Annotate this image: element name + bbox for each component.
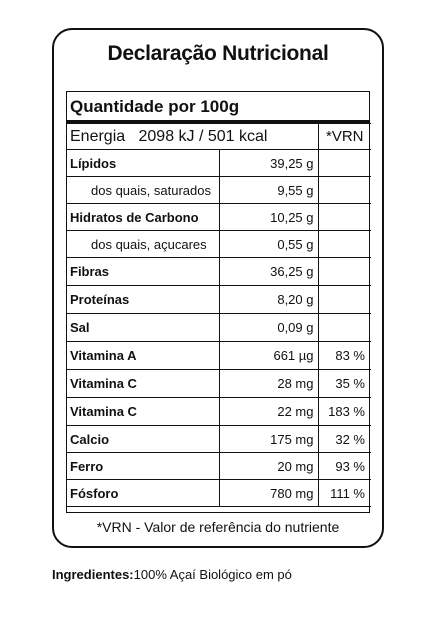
nutrient-vrn — [317, 176, 371, 204]
nutrient-row: Sal 0,09 g — [67, 313, 371, 342]
nutrient-vrn — [317, 285, 371, 314]
nutrition-table-body: Energia 2098 kJ / 501 kcal *VRN Lípidos 3… — [67, 123, 371, 507]
nutrient-value: 39,25 g — [218, 149, 318, 177]
nutrient-row: Lípidos 39,25 g — [67, 149, 371, 177]
nutrition-panel: Quantidade por 100g Energia 2098 kJ / 50… — [66, 91, 371, 513]
vrn-footnote: *VRN - Valor de referência do nutriente — [96, 519, 340, 535]
nutrient-value: 20 mg — [218, 452, 318, 480]
energy-value: 2098 kJ / 501 kcal — [138, 127, 268, 145]
nutrient-value: 0,55 g — [218, 230, 318, 258]
energy-row: Energia 2098 kJ / 501 kcal *VRN — [67, 123, 371, 150]
nutrient-vrn: 32 % — [317, 425, 371, 453]
nutrient-value: 780 mg — [218, 479, 318, 507]
vrn-header: *VRN — [317, 123, 371, 150]
nutrient-name: Ferro — [67, 452, 219, 480]
nutrient-vrn: 93 % — [317, 452, 371, 480]
nutrient-vrn: 35 % — [317, 369, 371, 398]
nutrient-row: Vitamina C 28 mg 35 % — [67, 369, 371, 398]
nutrition-label: Declaração Nutricional Quantidade por 10… — [52, 28, 384, 548]
nutrient-name: dos quais, saturados — [67, 176, 219, 204]
nutrient-value: 8,20 g — [218, 285, 318, 314]
nutrient-value: 9,55 g — [218, 176, 318, 204]
nutrient-row: Hidratos de Carbono 10,25 g — [67, 203, 371, 231]
ingredients-text: 100% Açaí Biológico em pó — [133, 567, 292, 582]
nutrient-vrn — [317, 313, 371, 342]
nutrient-value: 10,25 g — [218, 203, 318, 231]
nutrient-row: Fósforo 780 mg 111 % — [67, 479, 371, 507]
nutrient-row: Ferro 20 mg 93 % — [67, 452, 371, 480]
nutrient-name: Calcio — [67, 425, 219, 453]
nutrient-value: 0,09 g — [218, 313, 318, 342]
nutrient-vrn: 111 % — [317, 479, 371, 507]
nutrient-name: Vitamina A — [67, 341, 219, 370]
nutrient-row: Proteínas 8,20 g — [67, 285, 371, 314]
nutrient-row: Vitamina C 22 mg 183 % — [67, 397, 371, 426]
nutrient-name: Proteínas — [67, 285, 219, 314]
nutrient-name: Vitamina C — [67, 369, 219, 398]
quantity-header: Quantidade por 100g — [67, 92, 369, 123]
nutrient-row: Vitamina A 661 µg 83 % — [67, 341, 371, 370]
nutrient-value: 661 µg — [218, 341, 318, 370]
nutrient-row: dos quais, açucares 0,55 g — [67, 230, 371, 258]
energy-cell: Energia 2098 kJ / 501 kcal — [67, 123, 318, 150]
nutrient-vrn: 183 % — [317, 397, 371, 426]
nutrient-name: Fósforo — [67, 479, 219, 507]
energy-label: Energia — [70, 127, 126, 145]
nutrient-name: Lípidos — [67, 149, 219, 177]
nutrient-vrn — [317, 230, 371, 258]
nutrient-value: 28 mg — [218, 369, 318, 398]
nutrient-name: Hidratos de Carbono — [67, 203, 219, 231]
nutrient-value: 36,25 g — [218, 257, 318, 286]
nutrient-value: 22 mg — [218, 397, 318, 426]
label-title: Declaração Nutricional — [107, 42, 329, 65]
ingredients-label: Ingredientes: — [52, 567, 134, 582]
nutrient-name: Vitamina C — [67, 397, 219, 426]
ingredients-line: Ingredientes:100% Açaí Biológico em pó — [52, 567, 292, 582]
nutrient-value: 175 mg — [218, 425, 318, 453]
nutrient-vrn: 83 % — [317, 341, 371, 370]
nutrient-name: dos quais, açucares — [67, 230, 219, 258]
nutrient-name: Sal — [67, 313, 219, 342]
nutrient-vrn — [317, 257, 371, 286]
nutrient-vrn — [317, 203, 371, 231]
nutrient-row: Fibras 36,25 g — [67, 257, 371, 286]
nutrient-row: Calcio 175 mg 32 % — [67, 425, 371, 453]
nutrient-vrn — [317, 149, 371, 177]
nutrient-row: dos quais, saturados 9,55 g — [67, 176, 371, 204]
nutrient-name: Fibras — [67, 257, 219, 286]
nutrition-table: Energia 2098 kJ / 501 kcal *VRN Lípidos 3… — [67, 123, 371, 507]
